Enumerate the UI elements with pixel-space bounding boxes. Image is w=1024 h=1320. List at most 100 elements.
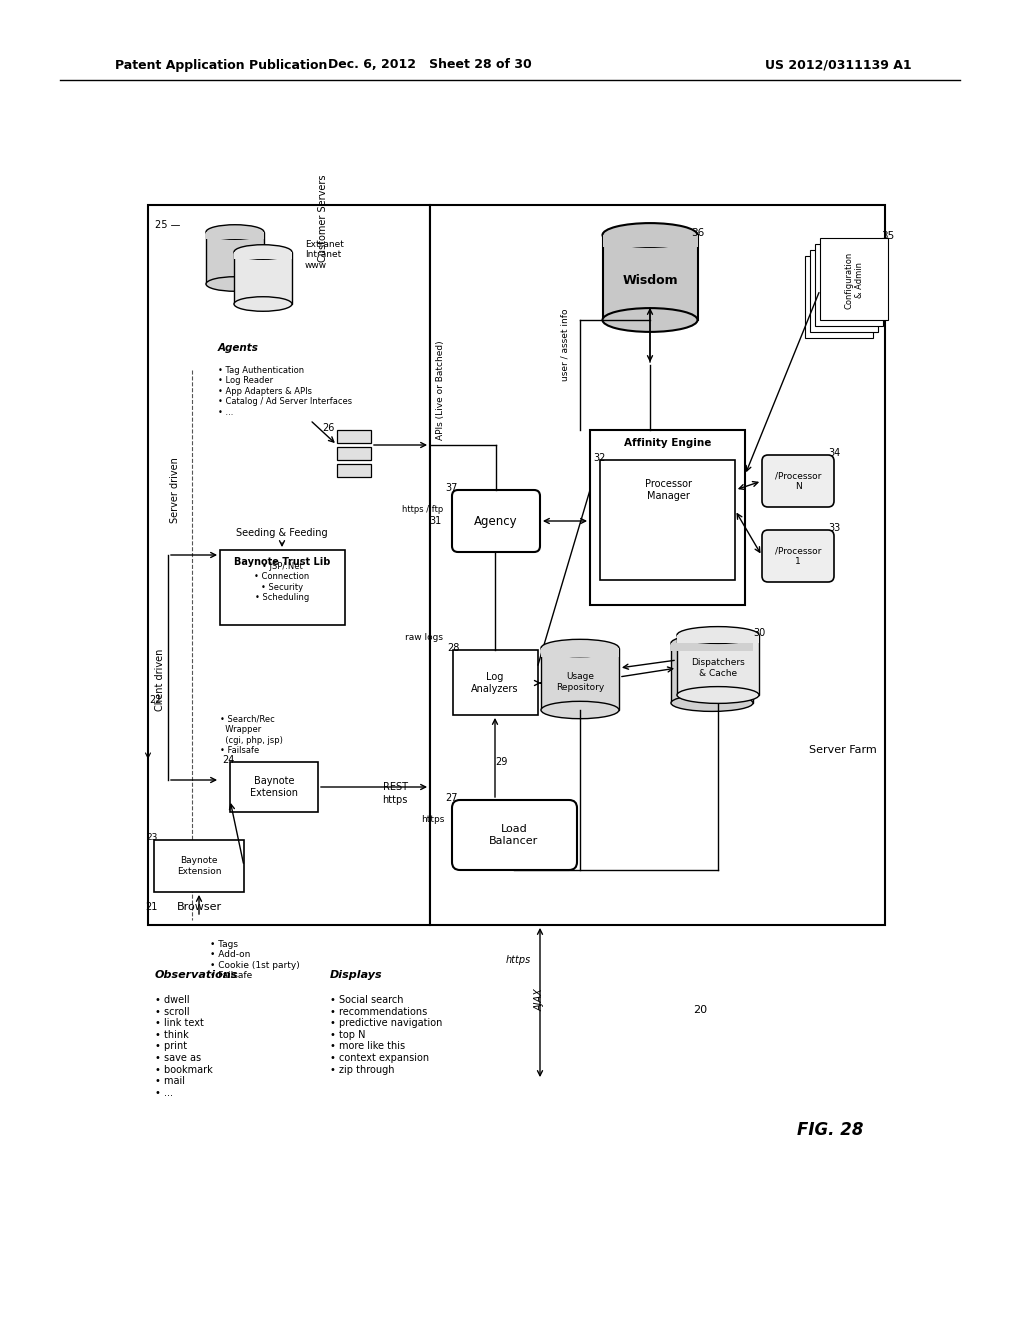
Text: https: https <box>382 795 408 805</box>
Bar <box>541 648 618 710</box>
Text: Extranet
Intranet
www: Extranet Intranet www <box>305 240 344 269</box>
Text: 24: 24 <box>222 755 234 766</box>
Text: Observations: Observations <box>155 970 239 979</box>
Text: https: https <box>506 954 530 965</box>
Bar <box>148 205 430 925</box>
Text: Patent Application Publication: Patent Application Publication <box>115 58 328 71</box>
Bar <box>815 244 883 326</box>
Bar <box>810 249 878 333</box>
Bar <box>820 238 888 319</box>
Text: • Search/Rec
  Wrapper
  (cgi, php, jsp)
• Failsafe: • Search/Rec Wrapper (cgi, php, jsp) • F… <box>220 715 283 755</box>
Text: Load
Balancer: Load Balancer <box>489 824 539 846</box>
Ellipse shape <box>541 701 618 718</box>
Bar <box>541 648 618 656</box>
Bar <box>234 252 292 259</box>
Bar <box>234 252 292 304</box>
Text: 37: 37 <box>445 483 458 492</box>
Bar <box>602 235 697 319</box>
Text: Customer Servers: Customer Servers <box>318 174 328 261</box>
Text: • dwell
• scroll
• link text
• think
• print
• save as
• bookmark
• mail
• ...: • dwell • scroll • link text • think • p… <box>155 995 213 1098</box>
Ellipse shape <box>206 277 264 292</box>
Text: Dec. 6, 2012   Sheet 28 of 30: Dec. 6, 2012 Sheet 28 of 30 <box>328 58 531 71</box>
FancyBboxPatch shape <box>762 455 834 507</box>
Ellipse shape <box>602 223 697 247</box>
Text: Server driven: Server driven <box>170 457 180 523</box>
Text: 26: 26 <box>323 422 335 433</box>
Text: /Processor
1: /Processor 1 <box>775 546 821 566</box>
Text: Affinity Engine: Affinity Engine <box>625 438 712 447</box>
Text: https / ftp: https / ftp <box>401 506 443 515</box>
Ellipse shape <box>671 694 753 711</box>
Text: Usage
Repository: Usage Repository <box>556 672 604 692</box>
Ellipse shape <box>677 627 759 643</box>
Text: Configuration
& Admin: Configuration & Admin <box>845 251 863 309</box>
Text: Displays: Displays <box>330 970 383 979</box>
Ellipse shape <box>602 308 697 331</box>
Bar <box>677 635 759 643</box>
FancyBboxPatch shape <box>452 490 540 552</box>
Text: US 2012/0311139 A1: US 2012/0311139 A1 <box>765 58 912 71</box>
Text: 35: 35 <box>882 231 895 242</box>
Text: https: https <box>422 816 445 825</box>
Text: 31: 31 <box>430 516 442 525</box>
Bar <box>805 256 873 338</box>
Text: 27: 27 <box>445 793 459 803</box>
Bar <box>671 643 753 651</box>
FancyBboxPatch shape <box>762 531 834 582</box>
Bar <box>154 840 244 892</box>
Text: Browser: Browser <box>176 902 221 912</box>
Text: 33: 33 <box>827 523 840 533</box>
Bar <box>337 447 371 459</box>
Text: Baynote
Extension: Baynote Extension <box>177 857 221 875</box>
Text: Agents: Agents <box>218 343 259 352</box>
Text: FIG. 28: FIG. 28 <box>797 1121 863 1139</box>
Text: 23: 23 <box>146 833 158 842</box>
Text: 21: 21 <box>144 902 158 912</box>
Text: Wisdom: Wisdom <box>623 273 678 286</box>
Text: Baynote Trust Lib: Baynote Trust Lib <box>233 557 330 568</box>
Ellipse shape <box>206 224 264 239</box>
FancyBboxPatch shape <box>452 800 577 870</box>
Text: Baynote
Extension: Baynote Extension <box>250 776 298 797</box>
Bar <box>600 459 735 579</box>
Text: 29: 29 <box>495 756 507 767</box>
Ellipse shape <box>671 635 753 651</box>
Ellipse shape <box>234 297 292 312</box>
Bar <box>590 430 745 605</box>
Bar <box>677 635 759 696</box>
Ellipse shape <box>677 686 759 704</box>
Text: 20: 20 <box>693 1005 707 1015</box>
Text: Client driven: Client driven <box>155 649 165 711</box>
Bar <box>337 465 371 477</box>
Text: 25 —: 25 — <box>155 220 180 230</box>
Bar <box>671 643 753 704</box>
Text: • Tag Authentication
• Log Reader
• App Adapters & APIs
• Catalog / Ad Server In: • Tag Authentication • Log Reader • App … <box>218 366 352 417</box>
Text: /Processor
N: /Processor N <box>775 471 821 491</box>
Text: Server Farm: Server Farm <box>809 744 877 755</box>
Text: 22: 22 <box>148 696 161 705</box>
Text: Seeding & Feeding: Seeding & Feeding <box>237 528 328 539</box>
Text: • Tags
• Add-on
• Cookie (1st party)
• Failsafe: • Tags • Add-on • Cookie (1st party) • F… <box>210 940 300 981</box>
Bar <box>602 235 697 247</box>
Bar <box>206 232 264 284</box>
Bar <box>220 550 345 624</box>
Bar <box>430 205 885 925</box>
Text: 32: 32 <box>594 453 606 463</box>
Text: AJAX: AJAX <box>535 989 545 1011</box>
Text: Dispatchers
& Cache: Dispatchers & Cache <box>691 659 744 677</box>
Bar <box>206 232 264 239</box>
Text: • Social search
• recommendations
• predictive navigation
• top N
• more like th: • Social search • recommendations • pred… <box>330 995 442 1074</box>
Text: • JSP/.Net
• Connection
• Security
• Scheduling: • JSP/.Net • Connection • Security • Sch… <box>254 562 309 602</box>
Text: APIs (Live or Batched): APIs (Live or Batched) <box>435 341 444 440</box>
Bar <box>337 430 371 444</box>
Text: 34: 34 <box>827 447 840 458</box>
Text: raw logs: raw logs <box>406 634 443 643</box>
Text: Agency: Agency <box>474 515 518 528</box>
Bar <box>230 762 318 812</box>
Text: 30: 30 <box>753 628 765 638</box>
Text: Processor
Manager: Processor Manager <box>644 479 691 500</box>
Text: user / asset info: user / asset info <box>560 309 569 381</box>
Text: REST: REST <box>383 781 408 792</box>
Ellipse shape <box>541 639 618 656</box>
Text: 36: 36 <box>691 228 705 238</box>
